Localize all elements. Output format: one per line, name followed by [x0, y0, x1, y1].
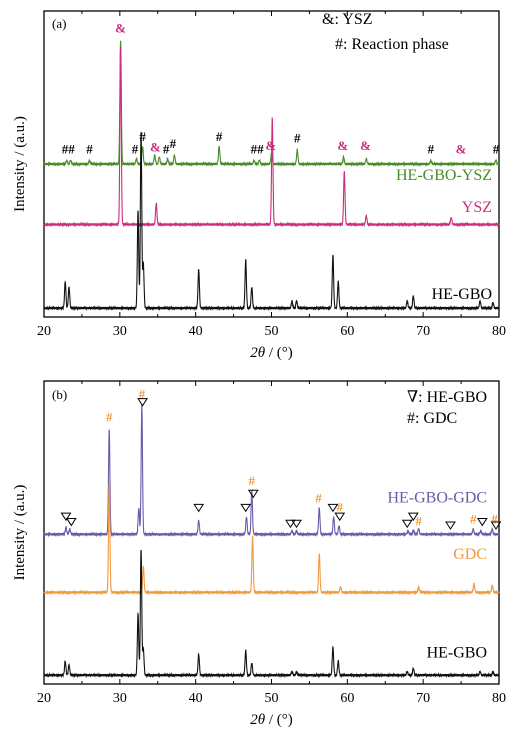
peak-marker: #	[491, 512, 498, 527]
panel-a: 20 30 40 50 60 70 80 2θ / (°) Intensity / (a.u.)…	[12, 10, 506, 361]
triangle-marker	[291, 519, 302, 529]
peak-marker: #	[249, 473, 256, 488]
x-axis-label: 2θ / (°)	[250, 345, 293, 361]
legend-text: : HE-GBO	[418, 389, 487, 406]
peak-marker: #	[337, 499, 344, 514]
x-tick-label: 70	[416, 324, 430, 339]
legend-symbol: ∇	[407, 389, 418, 406]
triangle-marker	[285, 519, 296, 529]
series-line-he-gbo	[43, 132, 500, 312]
legend-entry: #: GDC	[407, 410, 457, 427]
peak-marker: ##	[62, 141, 76, 156]
triangle-marker	[401, 519, 413, 529]
x-axis-label-symbol: 2θ	[250, 712, 266, 728]
x-tick-label: 60	[340, 324, 354, 339]
peak-marker: #	[470, 512, 477, 527]
triangle-marker	[334, 512, 346, 522]
peak-marker: #	[294, 131, 301, 146]
peak-marker: &	[360, 138, 371, 153]
triangle-marker	[407, 512, 419, 522]
legend-text: : Reaction phase	[343, 36, 449, 53]
peak-marker: ##	[251, 141, 265, 156]
series-label: YSZ	[462, 199, 492, 216]
x-tick-label: 20	[37, 324, 51, 339]
x-tick-label: 40	[189, 324, 203, 339]
x-tick-label: 80	[492, 691, 506, 706]
peak-marker: #	[132, 141, 139, 156]
x-tick-label: 80	[492, 324, 506, 339]
series-label: HE-GBO-YSZ	[396, 167, 492, 184]
peak-marker: #	[139, 129, 146, 144]
triangle-marker	[240, 503, 252, 513]
series-line-he-gbo	[43, 549, 500, 679]
series-label: HE-GBO	[432, 286, 492, 303]
peak-marker: #	[415, 513, 422, 528]
x-tick-label: 30	[113, 691, 127, 706]
x-tick-label: 40	[189, 691, 203, 706]
x-tick-label: 70	[416, 691, 430, 706]
legend-entry: &: YSZ	[322, 11, 373, 28]
x-axis-label-unit: / (°)	[265, 712, 293, 728]
peak-marker: #	[163, 141, 170, 156]
x-axis-label-symbol: 2θ	[250, 345, 266, 361]
series-label: HE-GBO	[427, 645, 487, 662]
x-tick-label: 50	[265, 691, 279, 706]
x-axis-label: 2θ / (°)	[250, 712, 293, 728]
series-line-he-gbo-gdc	[43, 404, 500, 538]
peak-marker: #	[216, 129, 223, 144]
peak-marker: #	[170, 136, 177, 151]
peak-marker: #	[86, 141, 93, 156]
peak-marker: &	[150, 140, 161, 155]
triangle-marker	[137, 398, 148, 407]
triangle-marker	[445, 521, 456, 530]
triangle-marker	[327, 503, 339, 513]
legend-symbol: #	[335, 36, 343, 53]
peak-marker: &	[115, 20, 126, 35]
peak-marker: #	[493, 141, 500, 156]
triangle-marker	[60, 512, 72, 522]
triangle-marker	[65, 517, 77, 527]
peak-marker: #	[106, 410, 113, 425]
panel-b: 20 30 40 50 60 70 80 2θ / (°) Intensity / (a.u.)…	[12, 380, 506, 728]
x-axis-label-unit: / (°)	[265, 345, 293, 361]
legend-symbol: &	[322, 11, 335, 28]
peak-marker: #	[315, 491, 322, 506]
panel-tag: (b)	[52, 387, 67, 402]
triangle-marker	[247, 489, 259, 499]
series-label: GDC	[453, 546, 487, 563]
x-tick-label: 30	[113, 324, 127, 339]
series-label: HE-GBO-GDC	[387, 490, 487, 507]
legend-entry: ∇: HE-GBO	[407, 389, 487, 406]
peak-marker: &	[456, 141, 467, 156]
legend-symbol: #	[407, 410, 415, 427]
x-tick-label: 50	[265, 324, 279, 339]
legend-text: : GDC	[415, 410, 457, 427]
x-tick-label: 20	[37, 691, 51, 706]
peak-marker: &	[265, 138, 276, 153]
triangle-marker	[490, 521, 502, 530]
series-line-gdc	[43, 483, 500, 596]
legend-text: : YSZ	[334, 11, 372, 28]
y-axis-label: Intensity / (a.u.)	[12, 116, 28, 212]
peak-marker: #	[139, 387, 146, 402]
peak-marker: &	[337, 138, 348, 153]
panel-tag: (a)	[52, 16, 66, 31]
triangle-marker	[476, 517, 488, 527]
legend-entry: #: Reaction phase	[335, 36, 449, 53]
series-line-ysz	[43, 46, 500, 228]
triangle-marker	[193, 503, 205, 513]
y-axis-label: Intensity / (a.u.)	[12, 485, 28, 581]
x-tick-label: 60	[340, 691, 354, 706]
peak-marker: #	[428, 141, 435, 156]
